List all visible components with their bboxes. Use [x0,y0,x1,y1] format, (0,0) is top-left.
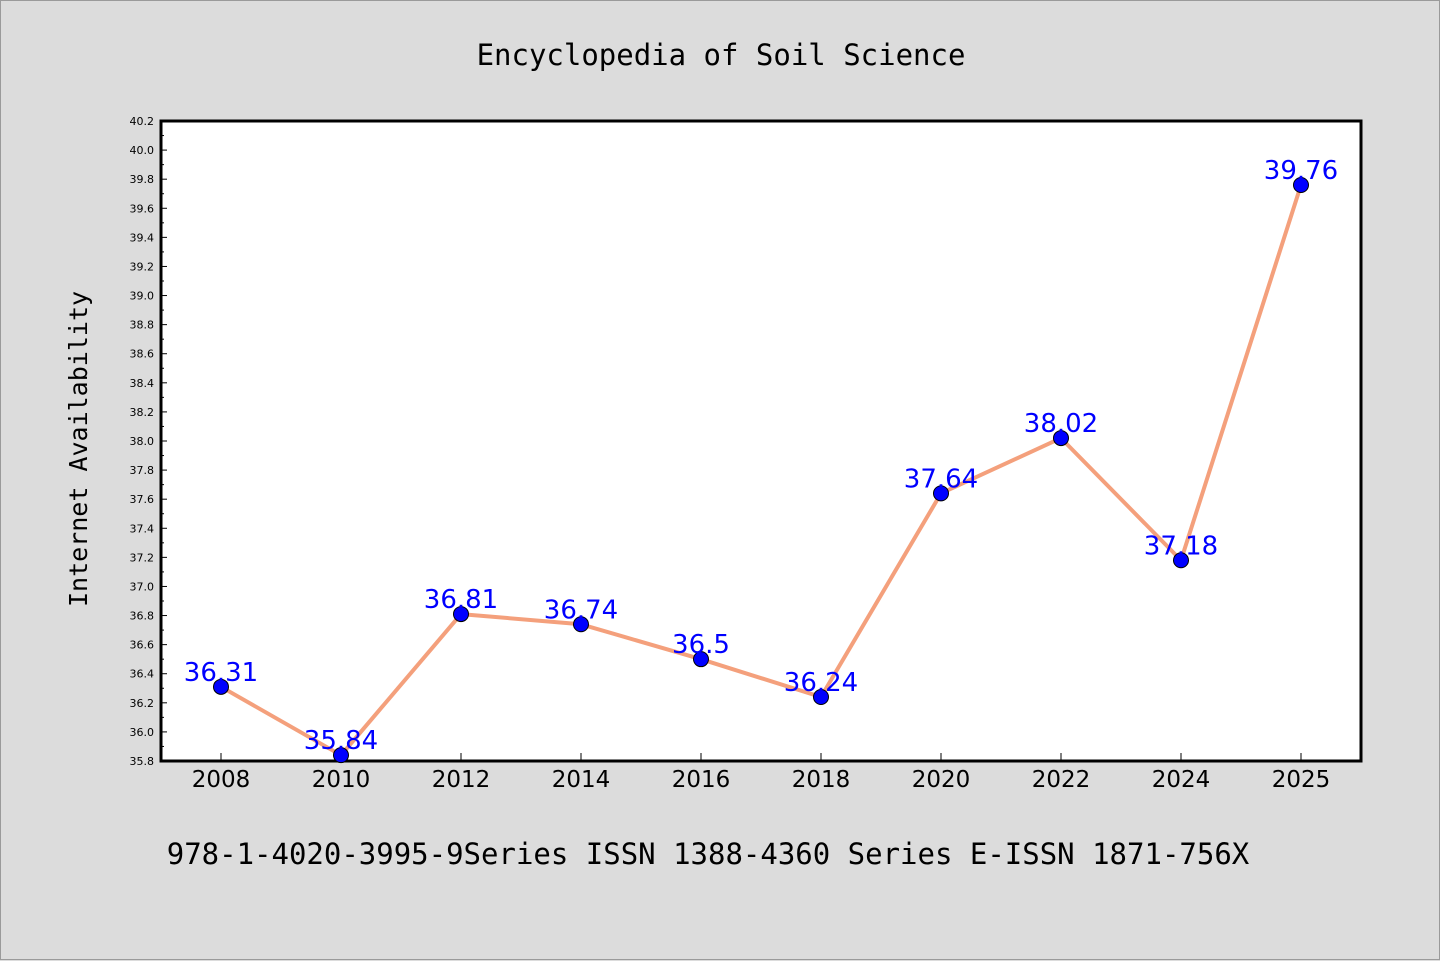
x-tick-label: 2022 [1032,767,1091,793]
data-point-marker [213,678,229,695]
data-value-label: 36.81 [424,585,498,615]
data-value-label: 37.64 [904,464,978,494]
y-axis-label: Internet Availability [64,291,93,607]
data-point-marker [1053,430,1069,447]
y-tick-label: 39.6 [130,202,155,215]
y-tick-label: 38.6 [130,348,155,361]
data-value-label: 35.84 [304,726,378,756]
y-tick-label: 38.2 [130,406,155,419]
data-value-label: 36.5 [672,630,730,660]
y-tick-label: 36.4 [130,668,155,681]
y-tick-label: 40.2 [130,115,155,128]
y-axis: 35.8 36.0 36.2 36.4 36.6 36.8 37.0 37.2 37.4 37.6… [130,115,167,768]
x-tick-label: 2010 [312,767,371,793]
chart-title: Encyclopedia of Soil Science [477,38,966,72]
data-value-label: 36.31 [184,658,258,688]
y-tick-label: 37.8 [130,464,155,477]
data-point-marker [1173,552,1189,569]
y-tick-label: 38.8 [130,319,155,332]
data-point-marker [453,606,469,623]
data-value-label: 36.74 [544,595,618,625]
x-tick-label: 2025 [1272,767,1331,793]
x-tick-label: 2014 [552,767,611,793]
x-tick-label: 2008 [192,767,251,793]
y-tick-label: 38.0 [130,435,155,448]
data-value-label: 37.18 [1144,531,1218,561]
data-point-marker [813,689,829,705]
y-tick-label: 39.4 [130,231,155,244]
data-point-marker [573,616,589,633]
x-tick-label: 2024 [1152,767,1211,793]
data-value-label: 39.76 [1264,156,1338,186]
data-point-marker [1293,177,1309,193]
y-tick-label: 36.6 [130,639,155,652]
y-tick-label: 37.6 [130,493,155,506]
y-tick-label: 40.0 [130,144,155,157]
x-tick-label: 2018 [792,767,851,793]
plot-area [159,119,1363,763]
data-point-marker [933,485,949,502]
footer-text: 978-1-4020-3995-9Series ISSN 1388-4360 S… [167,837,1250,871]
y-tick-label: 38.4 [130,377,155,390]
x-tick-label: 2020 [912,767,971,793]
series-line [220,184,1303,758]
y-tick-label: 39.2 [130,260,155,273]
series-line-group [213,177,1309,764]
y-tick-label: 39.8 [130,173,155,186]
x-tick-label: 2012 [432,767,491,793]
data-labels-group: 36.31 35.84 36.81 36.74 36.5 36.24 37.64 38.02 3… [184,156,1338,756]
y-tick-label: 39.0 [130,290,155,303]
y-tick-label: 36.8 [130,610,155,623]
x-axis: 2008 2010 2012 2014 2016 2018 2020 2022 2024 2025 [192,753,1331,793]
x-tick-label: 2016 [672,767,731,793]
y-tick-label: 37.4 [130,522,155,535]
data-value-label: 38.02 [1024,409,1098,439]
data-point-marker [333,747,349,764]
y-tick-label: 36.2 [130,697,155,710]
data-value-label: 36.24 [784,668,858,698]
data-point-marker [693,651,709,668]
y-tick-label: 36.0 [130,726,155,739]
y-tick-label: 37.2 [130,551,155,564]
y-tick-label: 35.8 [130,755,155,768]
y-tick-label: 37.0 [130,580,155,593]
